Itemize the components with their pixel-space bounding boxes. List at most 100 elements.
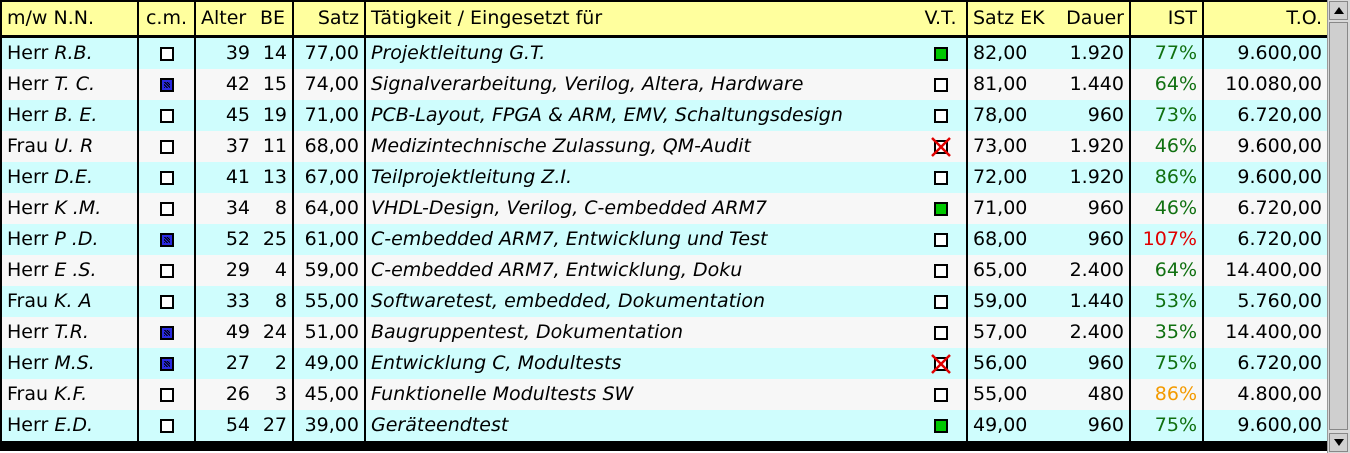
cell-satz-ek: 55,00 (967, 379, 1054, 410)
cell-dauer: 480 (1054, 379, 1131, 410)
cell-to: 5.760,00 (1203, 286, 1327, 317)
name: T. C. (54, 73, 96, 95)
anrede: Herr (7, 166, 49, 188)
cell-vt (915, 193, 968, 224)
cell-to: 6.720,00 (1203, 224, 1327, 255)
col-header-alter[interactable]: Alter (195, 2, 255, 38)
cm-checkbox-checked[interactable] (159, 325, 174, 340)
staff-table-frame: m/w N.N. c.m. Alter BE Satz Tätigkeit / … (0, 0, 1328, 451)
name: T.R. (54, 321, 89, 343)
cm-checkbox-empty[interactable] (159, 46, 174, 61)
cell-mw-nn: Herr T.R. (2, 317, 139, 348)
vt-checkbox-empty[interactable] (933, 108, 948, 123)
table-row[interactable]: Herr T. C. 42 15 74,00 Signalverarbeitung, V… (2, 69, 1327, 100)
name: B. E. (54, 104, 98, 126)
table-row[interactable]: Herr R.B. 39 14 77,00 Projektleitung G.T. 82,… (2, 36, 1327, 69)
cell-to: 6.720,00 (1203, 348, 1327, 379)
table-row[interactable]: Frau K.F. 26 3 45,00 Funktionelle Modultests… (2, 379, 1327, 410)
col-header-ist[interactable]: IST (1130, 2, 1204, 38)
table-row[interactable]: Herr P .D. 52 25 61,00 C-embedded ARM7, Entw… (2, 224, 1327, 255)
table-row[interactable]: Frau K. A 33 8 55,00 Softwaretest, embedded,… (2, 286, 1327, 317)
scroll-thumb[interactable] (1329, 22, 1348, 430)
cell-alter: 42 (195, 69, 255, 100)
cm-checkbox-empty[interactable] (159, 294, 174, 309)
cell-to: 9.600,00 (1203, 410, 1327, 441)
cell-cm (138, 348, 196, 379)
cell-mw-nn: Frau U. R (2, 131, 139, 162)
cell-be: 15 (255, 69, 294, 100)
table-row[interactable]: Herr T.R. 49 24 51,00 Baugruppentest, Dokume… (2, 317, 1327, 348)
cell-alter: 34 (195, 193, 255, 224)
col-header-satz[interactable]: Satz (293, 2, 366, 38)
cell-to: 14.400,00 (1203, 255, 1327, 286)
cell-alter: 49 (195, 317, 255, 348)
cell-vt (915, 348, 968, 379)
cell-dauer: 960 (1054, 410, 1131, 441)
vt-checkbox-empty[interactable] (933, 387, 948, 402)
cm-checkbox-empty[interactable] (159, 418, 174, 433)
cell-to: 6.720,00 (1203, 100, 1327, 131)
anrede: Frau (7, 290, 49, 312)
cm-checkbox-checked[interactable] (159, 77, 174, 92)
col-header-to[interactable]: T.O. (1203, 2, 1327, 38)
cell-be: 8 (255, 286, 294, 317)
anrede: Herr (7, 321, 49, 343)
cell-satz: 39,00 (293, 410, 366, 441)
table-row[interactable]: Herr K .M. 34 8 64,00 VHDL-Design, Verilog, … (2, 193, 1327, 224)
cell-satz: 77,00 (293, 36, 366, 69)
cm-checkbox-empty[interactable] (159, 108, 174, 123)
cell-cm (138, 131, 196, 162)
cm-checkbox-empty[interactable] (159, 170, 174, 185)
table-row[interactable]: Herr E .S. 29 4 59,00 C-embedded ARM7, Entwi… (2, 255, 1327, 286)
red-cross-icon (930, 136, 951, 157)
cell-ist: 53% (1130, 286, 1204, 317)
scroll-down-button[interactable] (1329, 433, 1348, 452)
cell-be: 27 (255, 410, 294, 441)
col-header-satz-ek[interactable]: Satz EK (967, 2, 1054, 38)
table-row[interactable]: Herr D.E. 41 13 67,00 Teilprojektleitung Z.I… (2, 162, 1327, 193)
vt-checkbox-green[interactable] (933, 418, 948, 433)
vt-checkbox-empty[interactable] (933, 325, 948, 340)
cell-taetigkeit: Softwaretest, embedded, Dokumentation (365, 286, 915, 317)
col-header-mw-nn[interactable]: m/w N.N. (2, 2, 139, 38)
col-header-dauer[interactable]: Dauer (1054, 2, 1131, 38)
cm-checkbox-empty[interactable] (159, 387, 174, 402)
table-row[interactable]: Herr E.D. 54 27 39,00 Geräteendtest 49,00 960 7… (2, 410, 1327, 441)
cell-ist: 86% (1130, 379, 1204, 410)
cell-satz: 45,00 (293, 379, 366, 410)
scroll-up-button[interactable] (1329, 1, 1348, 20)
col-header-vt[interactable]: V.T. (915, 2, 968, 38)
anrede: Herr (7, 42, 49, 64)
vt-checkbox-crossed[interactable] (930, 353, 952, 375)
cell-cm (138, 410, 196, 441)
cell-alter: 52 (195, 224, 255, 255)
vt-checkbox-green[interactable] (933, 46, 948, 61)
col-header-taetigkeit[interactable]: Tätigkeit / Eingesetzt für (365, 2, 915, 38)
vt-checkbox-empty[interactable] (933, 232, 948, 247)
cm-checkbox-checked[interactable] (159, 232, 174, 247)
cell-taetigkeit: Signalverarbeitung, Verilog, Altera, Har… (365, 69, 915, 100)
table-row[interactable]: Frau U. R 37 11 68,00 Medizintechnische Zula… (2, 131, 1327, 162)
cell-vt (915, 379, 968, 410)
cell-cm (138, 162, 196, 193)
vt-checkbox-empty[interactable] (933, 170, 948, 185)
col-header-cm[interactable]: c.m. (138, 2, 196, 38)
vt-checkbox-green[interactable] (933, 201, 948, 216)
cm-checkbox-empty[interactable] (159, 201, 174, 216)
vt-checkbox-crossed[interactable] (930, 136, 952, 158)
cell-to: 9.600,00 (1203, 36, 1327, 69)
table-row[interactable]: Herr M.S. 27 2 49,00 Entwicklung C, Modultes… (2, 348, 1327, 379)
vertical-scrollbar[interactable] (1327, 0, 1350, 453)
vt-checkbox-empty[interactable] (933, 294, 948, 309)
vt-checkbox-empty[interactable] (933, 77, 948, 92)
cm-checkbox-checked[interactable] (159, 356, 174, 371)
cell-ist: 64% (1130, 255, 1204, 286)
cell-vt (915, 162, 968, 193)
cm-checkbox-empty[interactable] (159, 139, 174, 154)
cm-checkbox-empty[interactable] (159, 263, 174, 278)
table-row[interactable]: Herr B. E. 45 19 71,00 PCB-Layout, FPGA & AR… (2, 100, 1327, 131)
col-header-be[interactable]: BE (255, 2, 294, 38)
vt-checkbox-empty[interactable] (933, 263, 948, 278)
name: K.F. (54, 383, 88, 405)
cell-vt (915, 286, 968, 317)
